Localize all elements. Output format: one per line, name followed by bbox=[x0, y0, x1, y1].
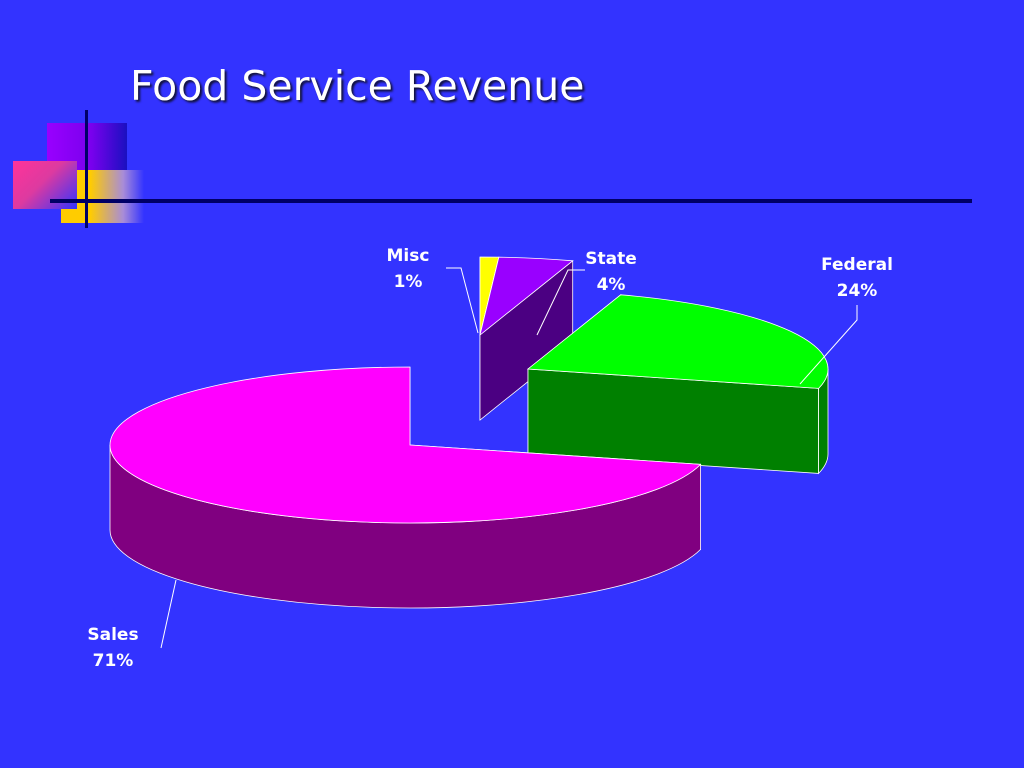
leader-line-misc bbox=[446, 267, 479, 334]
slice-percent-sales: 71% bbox=[93, 651, 134, 671]
vertical-rule bbox=[85, 110, 88, 228]
label-state: State 4% bbox=[536, 249, 637, 336]
slide-title: Food Service Revenue bbox=[130, 62, 585, 110]
pie-slice-state bbox=[479, 256, 574, 421]
leader-line-sales bbox=[160, 579, 177, 649]
pie-slice-federal bbox=[526, 293, 829, 475]
decorative-squares bbox=[0, 100, 160, 240]
slice-category-federal: Federal bbox=[821, 255, 893, 275]
label-sales: Sales 71% bbox=[87, 579, 177, 671]
leader-line-federal bbox=[799, 305, 858, 385]
label-federal: Federal 24% bbox=[799, 255, 893, 385]
slice-category-misc: Misc bbox=[387, 246, 430, 266]
title-underline-rule bbox=[50, 199, 972, 203]
slice-percent-federal: 24% bbox=[837, 281, 878, 301]
slice-category-sales: Sales bbox=[87, 625, 138, 645]
slice-percent-state: 4% bbox=[597, 275, 626, 295]
slice-category-state: State bbox=[585, 249, 637, 269]
slice-percent-misc: 1% bbox=[394, 272, 423, 292]
pie-slice-sales bbox=[109, 366, 702, 609]
label-misc: Misc 1% bbox=[387, 246, 479, 334]
leader-line-state bbox=[536, 269, 585, 336]
